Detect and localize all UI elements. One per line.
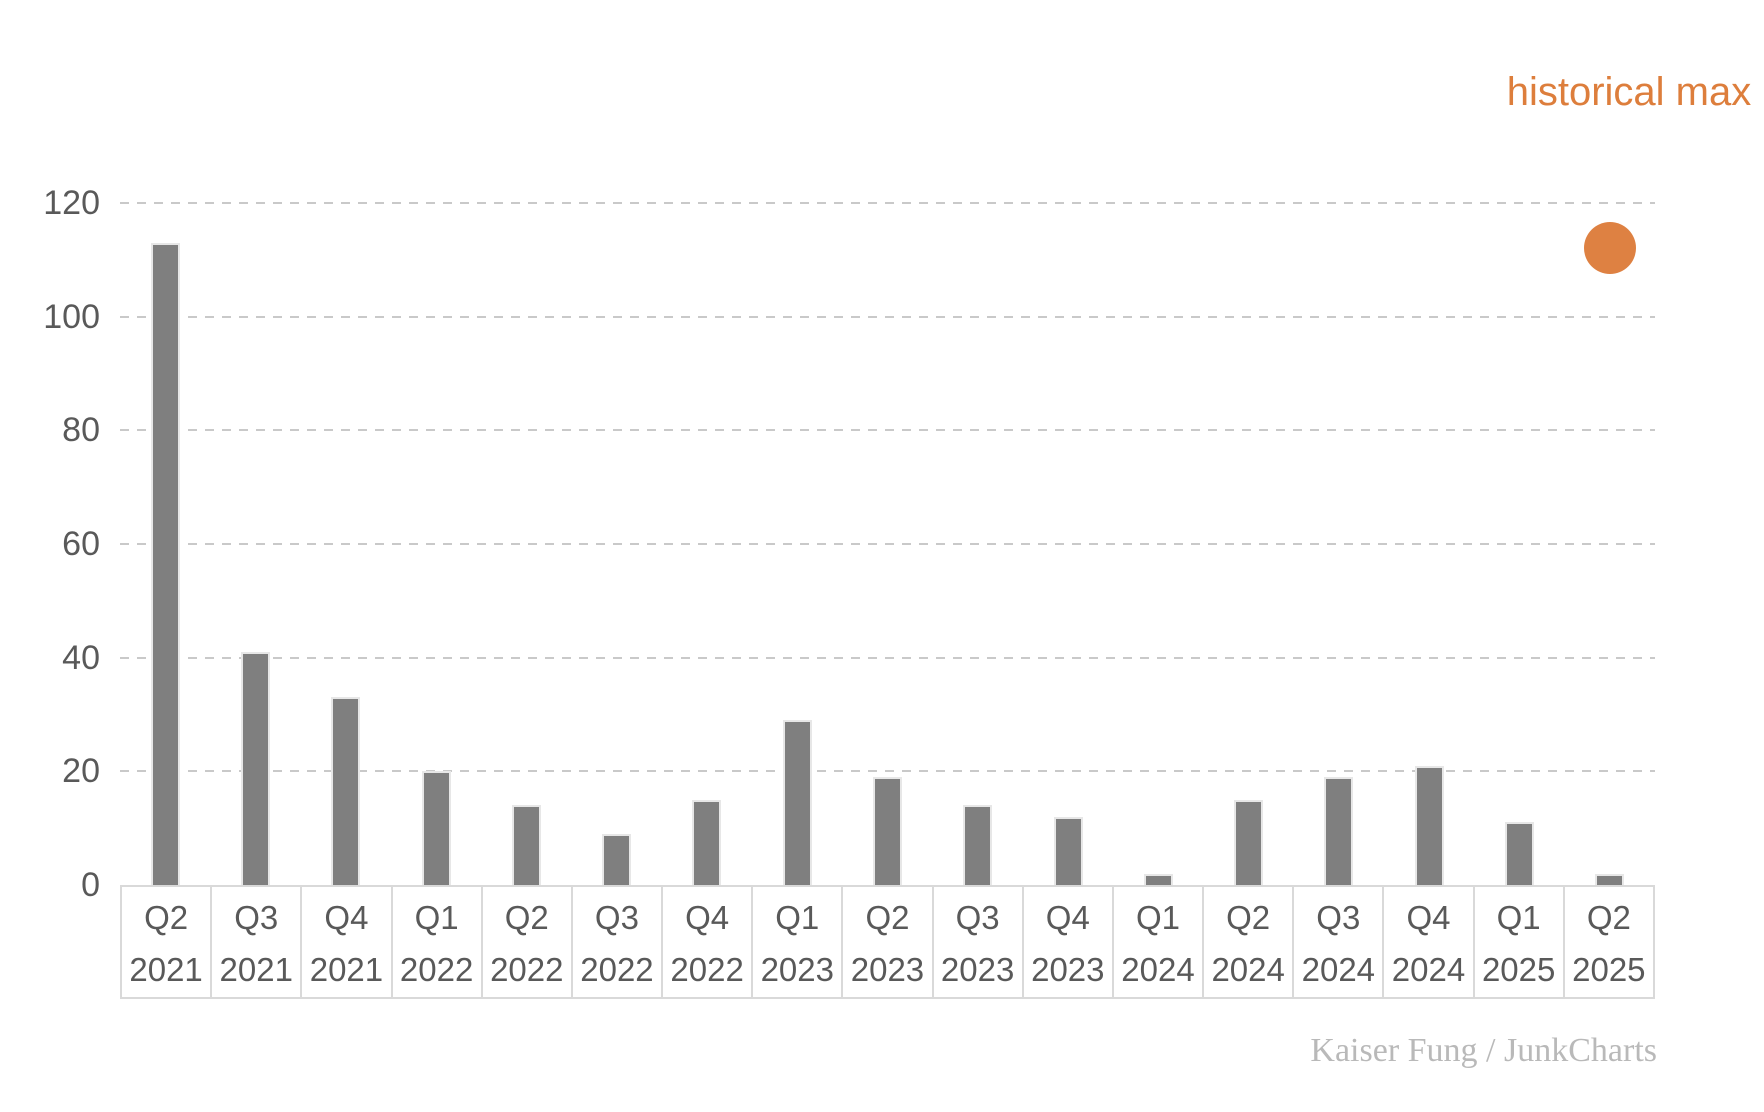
x-axis-category-cell: Q3 2022 xyxy=(573,887,664,997)
bar xyxy=(963,805,993,885)
gridline xyxy=(120,656,1655,659)
year-label: 2021 xyxy=(129,951,203,988)
year-label: 2022 xyxy=(580,951,654,988)
x-axis-category-cell: Q2 2021 xyxy=(122,887,213,997)
quarter-label: Q3 xyxy=(234,899,279,936)
gridline xyxy=(120,202,1655,204)
bar xyxy=(511,805,541,885)
bar xyxy=(1324,777,1354,885)
year-label: 2025 xyxy=(1481,951,1556,988)
gridline xyxy=(120,770,1655,773)
year-label: 2022 xyxy=(490,951,564,988)
x-axis-category-cell: Q2 2022 xyxy=(483,887,573,997)
bar xyxy=(692,799,722,885)
x-axis-category-cell: Q4 2021 xyxy=(302,887,393,997)
historical-max-label: historical max xyxy=(1506,70,1752,114)
year-label: 2021 xyxy=(309,951,384,988)
year-label: 2025 xyxy=(1572,951,1646,988)
x-axis-category-cell: Q1 2022 xyxy=(393,887,483,997)
quarter-label: Q1 xyxy=(775,899,820,936)
bar xyxy=(150,242,180,885)
year-label: 2024 xyxy=(1121,951,1195,988)
year-label: 2023 xyxy=(850,951,925,988)
quarter-label: Q2 xyxy=(1586,899,1631,936)
quarter-label: Q2 xyxy=(1226,899,1271,936)
year-label: 2023 xyxy=(940,951,1015,988)
bar xyxy=(240,651,270,885)
quarter-label: Q3 xyxy=(955,899,1000,936)
quarter-label: Q4 xyxy=(1406,899,1451,936)
x-axis-category-cell: Q4 2024 xyxy=(1384,887,1475,997)
quarter-label: Q1 xyxy=(1135,899,1180,936)
y-axis-tick-label: 100 xyxy=(43,297,100,336)
bar xyxy=(782,720,812,885)
quarter-label: Q2 xyxy=(144,899,189,936)
x-axis-category-cell: Q4 2023 xyxy=(1024,887,1114,997)
bar xyxy=(1053,816,1083,885)
gridline xyxy=(120,315,1655,318)
bar xyxy=(331,697,361,885)
quarter-label: Q4 xyxy=(324,899,369,936)
quarter-label: Q3 xyxy=(1316,899,1361,936)
x-axis-category-cell: Q2 2025 xyxy=(1565,887,1653,997)
y-axis-tick-label: 20 xyxy=(62,752,100,791)
quarter-label: Q1 xyxy=(1496,899,1541,936)
bar xyxy=(1414,765,1444,885)
quarter-label: Q2 xyxy=(504,899,549,936)
y-axis-tick-label: 60 xyxy=(62,525,100,563)
year-label: 2022 xyxy=(670,951,744,988)
x-axis-category-cell: Q3 2023 xyxy=(934,887,1024,997)
bar xyxy=(1505,822,1535,885)
y-axis-tick-label: 40 xyxy=(62,638,100,677)
year-label: 2024 xyxy=(1301,951,1376,988)
bar xyxy=(1595,873,1625,885)
year-label: 2022 xyxy=(399,951,474,988)
x-axis: Q2 2021 Q3 2021 Q4 2021 Q1 2022 Q2 2022 Q3 2022 Q4 20… xyxy=(120,885,1655,999)
bar xyxy=(421,771,451,885)
year-label: 2024 xyxy=(1391,951,1466,988)
x-axis-category-cell: Q3 2024 xyxy=(1294,887,1385,997)
gridline xyxy=(120,543,1655,545)
bar xyxy=(873,777,902,885)
bar xyxy=(602,833,632,885)
x-axis-category-cell: Q2 2023 xyxy=(843,887,934,997)
x-axis-category-cell: Q4 2022 xyxy=(663,887,754,997)
bar xyxy=(1143,873,1173,885)
bar xyxy=(1234,799,1264,885)
quarter-label: Q4 xyxy=(685,899,730,936)
x-axis-category-cell: Q1 2023 xyxy=(753,887,844,997)
quarter-label: Q2 xyxy=(865,899,910,936)
quarter-label: Q3 xyxy=(594,899,639,936)
y-axis-tick-label: 0 xyxy=(81,866,100,904)
gridline xyxy=(120,429,1655,432)
quarter-label: Q1 xyxy=(414,899,459,936)
year-label: 2023 xyxy=(1031,951,1105,988)
credit-line: Kaiser Fung / JunkCharts xyxy=(1310,1032,1657,1069)
x-axis-category-cell: Q3 2021 xyxy=(212,887,303,997)
x-axis-category-cell: Q1 2025 xyxy=(1475,887,1565,997)
year-label: 2021 xyxy=(219,951,293,988)
y-axis-tick-label: 80 xyxy=(62,411,100,450)
quarter-label: Q4 xyxy=(1045,899,1090,936)
y-axis-tick-label: 120 xyxy=(43,184,100,222)
x-axis-category-cell: Q1 2024 xyxy=(1114,887,1205,997)
year-label: 2023 xyxy=(760,951,834,988)
historical-max-dot xyxy=(1583,222,1636,275)
year-label: 2024 xyxy=(1211,951,1285,988)
x-axis-category-cell: Q2 2024 xyxy=(1204,887,1295,997)
